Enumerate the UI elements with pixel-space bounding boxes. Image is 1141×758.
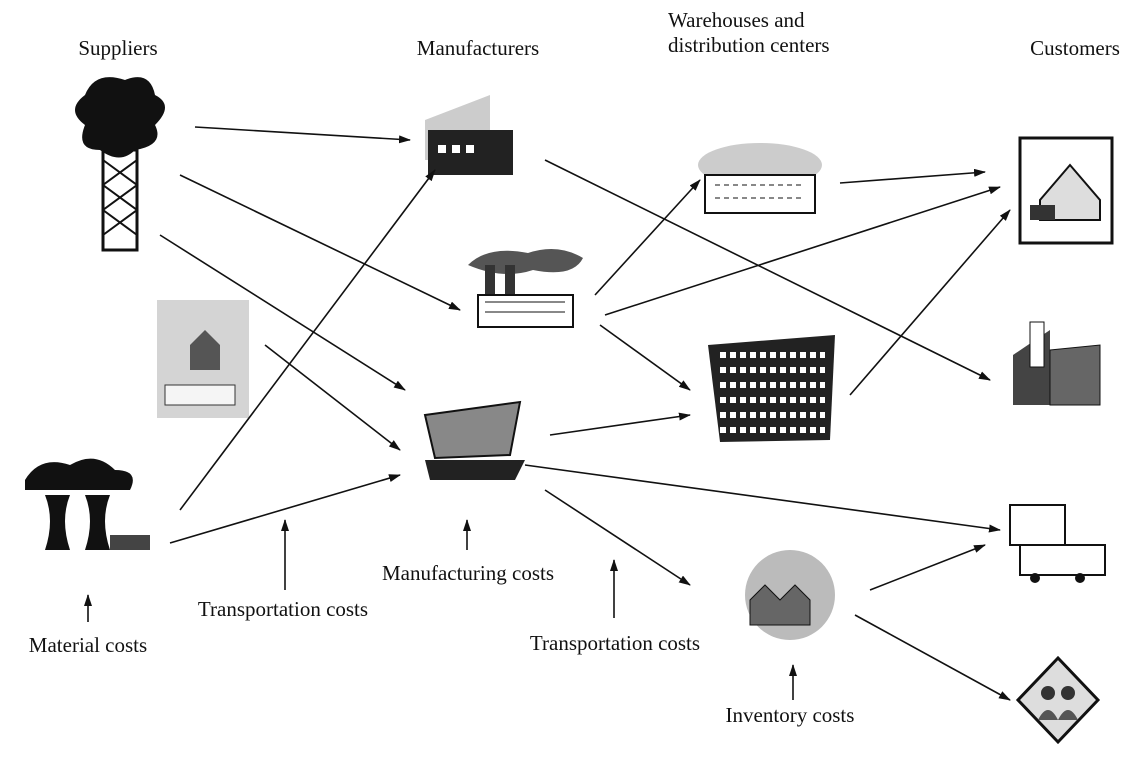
icon-customer-hospital xyxy=(1010,505,1105,583)
cost-label: Inventory costs xyxy=(726,703,855,727)
cost-label: Transportation costs xyxy=(530,631,700,655)
icon-customer-family xyxy=(1018,658,1098,742)
icon-farm xyxy=(157,300,249,418)
icon-distribution-center xyxy=(708,335,835,442)
icon-warehouse-1 xyxy=(698,143,822,213)
cost-arrows xyxy=(88,520,793,700)
column-title: Manufacturers xyxy=(417,36,539,60)
icon-factory-1 xyxy=(425,95,513,175)
column-title: Suppliers xyxy=(78,36,157,60)
supply-chain-diagram: Suppliers Manufacturers Warehouses and d… xyxy=(0,0,1141,758)
column-title: Warehouses and xyxy=(668,8,805,32)
icon-customer-store xyxy=(1013,322,1100,405)
icon-manufacturer-3 xyxy=(425,402,525,480)
icon-factory-2 xyxy=(468,249,583,327)
icon-warehouse-3 xyxy=(745,550,835,640)
icon-customer-house xyxy=(1020,138,1112,243)
cost-label: Transportation costs xyxy=(198,597,368,621)
column-title: distribution centers xyxy=(668,33,830,57)
icon-oil-well xyxy=(75,77,165,250)
cost-label: Manufacturing costs xyxy=(382,561,554,585)
icon-power-plant xyxy=(25,459,150,550)
cost-label: Material costs xyxy=(29,633,147,657)
column-title: Customers xyxy=(1030,36,1120,60)
